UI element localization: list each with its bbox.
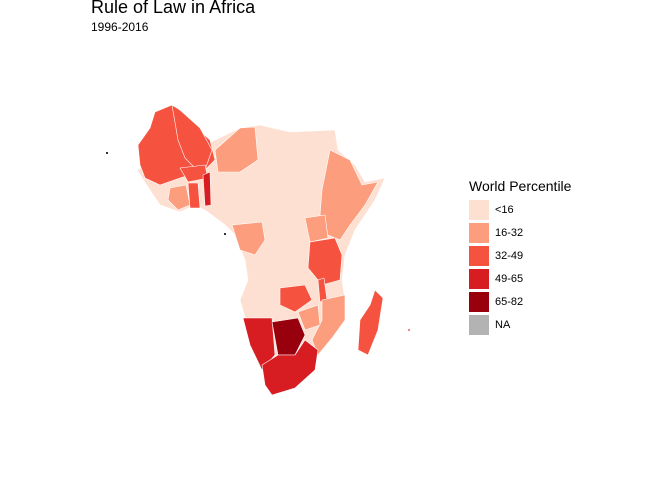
legend-swatch bbox=[469, 245, 489, 266]
legend-label: 49-65 bbox=[495, 272, 524, 285]
map-region-niger bbox=[214, 126, 259, 173]
legend-item: 49-65 bbox=[469, 267, 571, 290]
map-region-tanzania bbox=[307, 237, 343, 286]
legend-swatch bbox=[469, 222, 489, 243]
map-region-gabon bbox=[231, 221, 266, 256]
legend: World Percentile <16 16-32 32-49 49-65 6… bbox=[469, 178, 571, 336]
legend-swatch bbox=[469, 314, 489, 335]
map-region-west-coast bbox=[167, 184, 191, 211]
map-region-mozambique bbox=[311, 294, 346, 356]
map-region-zambia bbox=[279, 284, 313, 313]
map-region-ghana bbox=[187, 182, 201, 209]
legend-swatch bbox=[469, 291, 489, 312]
legend-title: World Percentile bbox=[469, 178, 572, 194]
map-region-sao-tome bbox=[224, 233, 226, 235]
map-region-botswana bbox=[271, 317, 306, 356]
map-region-south-africa bbox=[261, 339, 319, 396]
map-region-madagascar bbox=[357, 289, 384, 356]
legend-item: 32-49 bbox=[469, 244, 571, 267]
legend-item: 65-82 bbox=[469, 290, 571, 313]
legend-label: <16 bbox=[495, 203, 514, 216]
map-region-benin bbox=[202, 171, 212, 207]
legend-swatch bbox=[469, 268, 489, 289]
legend-label: 32-49 bbox=[495, 249, 524, 262]
legend-item: NA bbox=[469, 313, 571, 336]
legend-item: 16-32 bbox=[469, 221, 571, 244]
map-region-horn bbox=[319, 149, 379, 241]
chart-title: Rule of Law in Africa bbox=[91, 0, 256, 17]
legend-label: NA bbox=[495, 318, 511, 331]
map-region-cape-verde bbox=[106, 152, 108, 154]
chart-subtitle: 1996-2016 bbox=[91, 20, 149, 34]
map-region-uganda bbox=[304, 214, 329, 243]
legend-label: 16-32 bbox=[495, 226, 524, 239]
legend-item: <16 bbox=[469, 198, 571, 221]
legend-swatch bbox=[469, 199, 489, 220]
map-region-zimbabwe bbox=[297, 304, 321, 331]
map-region-mauritius bbox=[407, 328, 411, 332]
legend-label: 65-82 bbox=[495, 295, 524, 308]
